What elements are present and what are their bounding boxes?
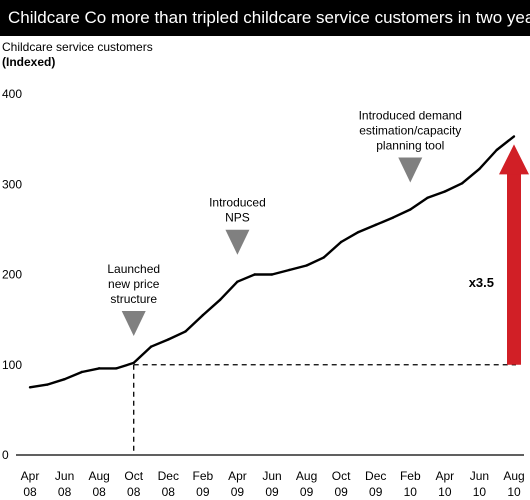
event-marker-triangle — [225, 229, 250, 255]
x-tick-label-year: 09 — [334, 485, 348, 499]
data-point — [236, 280, 239, 283]
y-tick-label: 200 — [2, 268, 22, 282]
x-tick-label-month: Apr — [228, 469, 247, 483]
event-marker-triangle — [398, 157, 423, 183]
event-annotation-text: estimation/capacity — [359, 124, 461, 138]
data-point — [357, 230, 360, 234]
x-tick-label-year: 09 — [300, 485, 314, 499]
y-tick-label: 300 — [2, 177, 22, 191]
y-tick-label: 100 — [2, 358, 22, 372]
data-point — [184, 330, 187, 333]
data-point — [97, 367, 101, 370]
y-axis-title: Childcare service customers — [2, 40, 153, 54]
data-point — [132, 361, 135, 365]
x-tick-label-year: 08 — [92, 485, 106, 499]
y-axis-label: Childcare service customers (Indexed) — [2, 40, 153, 70]
growth-multiplier-label: x3.5 — [469, 275, 494, 290]
data-point — [443, 190, 447, 193]
data-point — [115, 367, 118, 370]
data-point — [28, 386, 32, 389]
growth-arrow-shaft — [507, 173, 521, 365]
data-point — [149, 345, 153, 348]
x-tick-label-month: Feb — [400, 469, 421, 483]
x-tick-label-month: Apr — [436, 469, 455, 483]
x-tick-label-month: Dec — [365, 469, 386, 483]
data-point — [426, 196, 429, 199]
x-tick-label-year: 10 — [404, 485, 418, 499]
data-point — [253, 273, 256, 276]
y-tick-label: 400 — [2, 87, 22, 101]
y-tick-label: 0 — [2, 448, 9, 462]
x-tick-label-year: 08 — [127, 485, 141, 499]
data-point — [305, 264, 308, 267]
x-tick-label-month: Jun — [55, 469, 74, 483]
data-point — [409, 208, 412, 211]
data-point — [339, 240, 343, 244]
data-point — [46, 383, 49, 386]
x-tick-label-month: Apr — [21, 469, 40, 483]
x-tick-label-year: 08 — [162, 485, 176, 499]
chart-title: Childcare Co more than tripled childcare… — [0, 0, 530, 36]
event-annotation-text: Launched — [107, 262, 160, 276]
x-tick-label-month: Oct — [332, 469, 351, 483]
event-annotation-text: new price — [108, 277, 160, 291]
x-tick-label-month: Jun — [470, 469, 489, 483]
y-axis-units: (Indexed) — [2, 55, 56, 69]
data-point — [391, 216, 395, 219]
x-tick-label-year: 08 — [58, 485, 72, 499]
x-tick-label-year: 09 — [231, 485, 245, 499]
data-point — [167, 338, 170, 341]
x-tick-label-year: 10 — [473, 485, 487, 499]
data-point — [374, 223, 377, 227]
data-point — [288, 268, 291, 272]
data-point — [322, 256, 326, 259]
x-tick-label-year: 09 — [265, 485, 279, 499]
x-tick-label-year: 08 — [23, 485, 37, 499]
x-tick-label-year: 09 — [369, 485, 383, 499]
data-point — [270, 273, 274, 276]
event-annotation-text: Introduced demand — [359, 109, 462, 123]
growth-arrow-head — [499, 144, 529, 175]
x-tick-label-year: 09 — [196, 485, 210, 499]
data-point — [80, 370, 84, 374]
x-tick-label-month: Aug — [503, 469, 524, 483]
data-point — [218, 298, 222, 301]
event-annotation-text: structure — [110, 292, 157, 306]
series-line — [29, 135, 515, 389]
x-tick-label-year: 10 — [438, 485, 452, 499]
x-tick-label-month: Dec — [158, 469, 179, 483]
x-tick-label-year: 10 — [507, 485, 521, 499]
data-point — [512, 135, 516, 138]
x-tick-label-month: Oct — [124, 469, 143, 483]
x-tick-label-month: Jun — [262, 469, 281, 483]
x-tick-label-month: Aug — [296, 469, 317, 483]
data-point — [201, 313, 205, 317]
event-marker-triangle — [121, 310, 146, 336]
event-annotation-text: NPS — [225, 211, 250, 225]
event-annotation-text: planning tool — [376, 139, 444, 153]
x-tick-label-month: Feb — [193, 469, 214, 483]
data-point — [495, 148, 498, 152]
x-tick-label-month: Aug — [88, 469, 109, 483]
data-point — [478, 167, 481, 171]
data-point — [460, 182, 464, 185]
data-point — [63, 377, 66, 381]
event-annotation-text: Introduced — [209, 196, 266, 210]
